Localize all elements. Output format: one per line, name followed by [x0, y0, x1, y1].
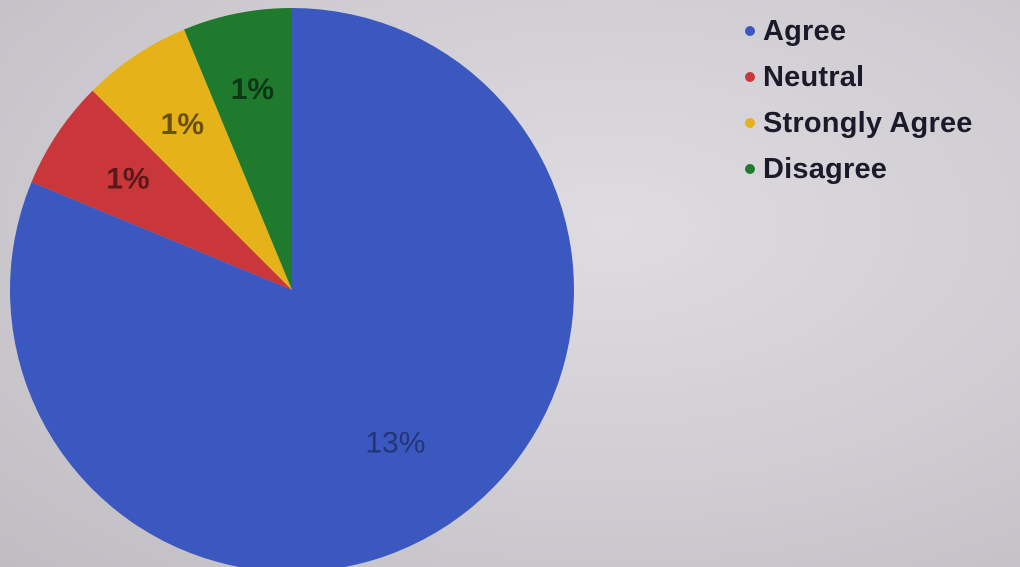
- legend: Agree Neutral Strongly Agree Disagree: [745, 8, 1020, 192]
- legend-item-strongly-agree: Strongly Agree: [745, 100, 1020, 146]
- legend-item-agree: Agree: [745, 8, 1020, 54]
- legend-label: Disagree: [763, 152, 888, 185]
- legend-marker: [745, 164, 755, 174]
- data-label-disagree: 1%: [231, 73, 274, 106]
- legend-label: Neutral: [763, 60, 865, 93]
- legend-label: Strongly Agree: [763, 106, 973, 139]
- pie-data-labels: 13% 1% 1% 1%: [106, 73, 425, 460]
- pie-slice-strongly-agree: [92, 29, 292, 290]
- legend-marker: [745, 26, 755, 36]
- pie-slice-neutral: [31, 90, 292, 290]
- legend-item-neutral: Neutral: [745, 54, 1020, 100]
- legend-marker: [745, 118, 755, 128]
- legend-marker: [745, 72, 755, 82]
- pie-slice-disagree: [184, 7, 292, 290]
- legend-label: Agree: [763, 14, 847, 47]
- legend-item-disagree: Disagree: [745, 146, 1020, 192]
- data-label-agree: 13%: [365, 427, 425, 460]
- data-label-neutral: 1%: [106, 162, 149, 195]
- pie-slice-agree: [10, 8, 574, 567]
- data-label-strongly-agree: 1%: [161, 108, 204, 141]
- pie-slices: [10, 7, 574, 567]
